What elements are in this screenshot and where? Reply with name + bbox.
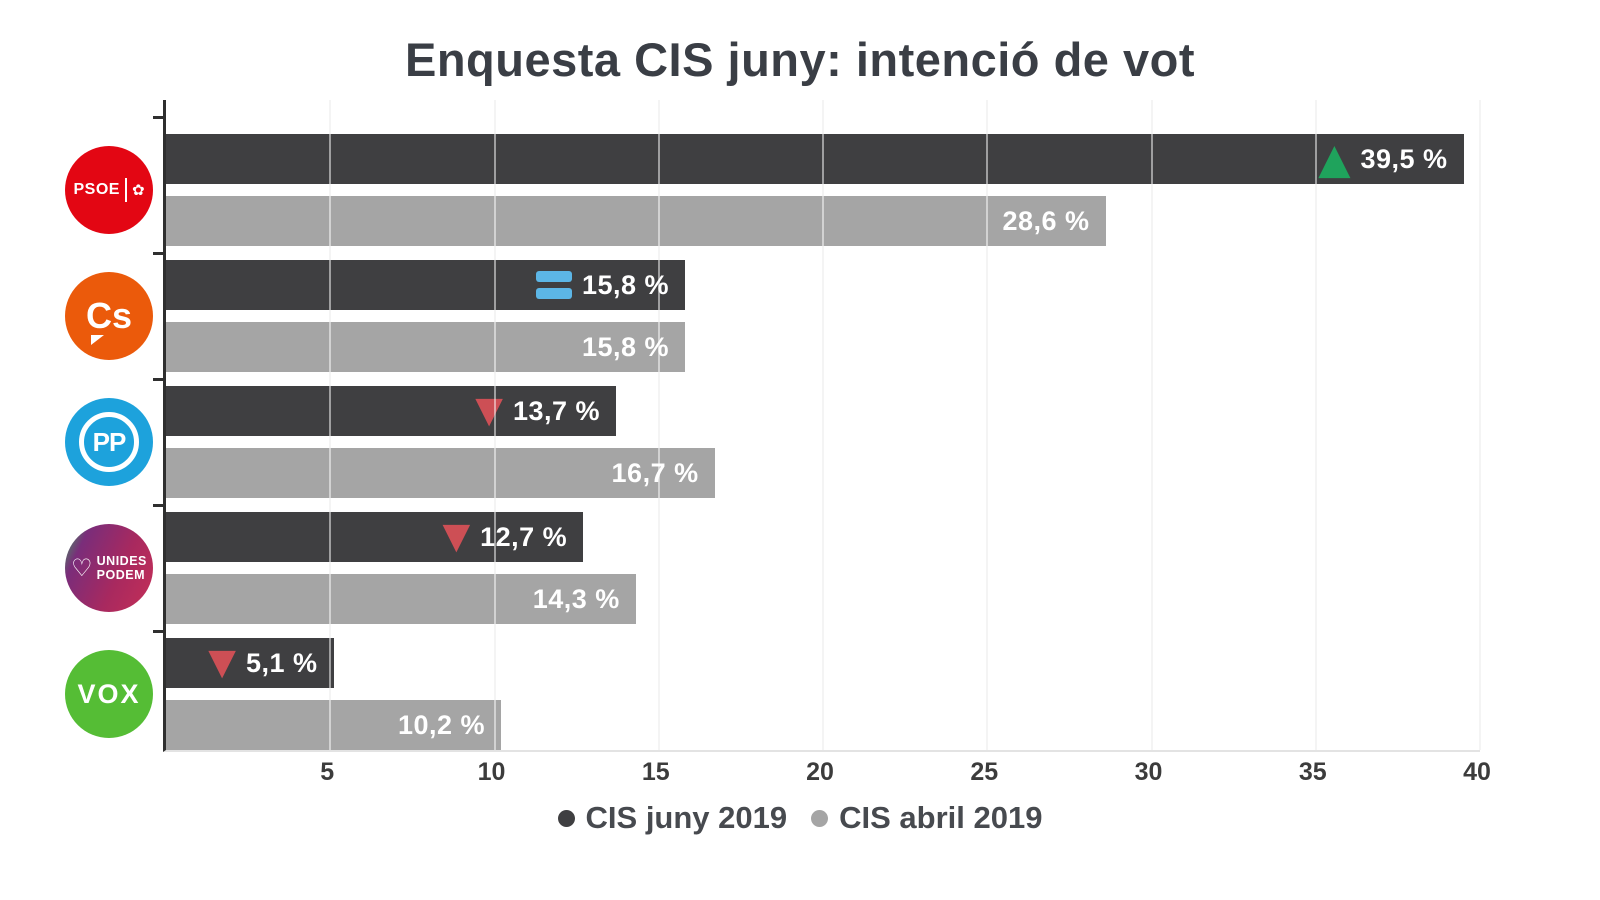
x-axis-tick-label: 40 [1463, 758, 1491, 786]
vox-logo-label: VOX [77, 678, 141, 709]
bar-value-label: 12,7 % [480, 521, 568, 552]
bar-value-label: 39,5 % [1360, 143, 1448, 174]
bar-value-label: 16,7 % [611, 457, 699, 488]
psoe-logo-divider [124, 178, 127, 202]
legend-bullet-dark [557, 809, 575, 827]
party-group-pp: PP ▼ 13,7 % 16,7 % [65, 386, 1480, 498]
party-group-vox: VOX ▼ 5,1 % 10,2 % [65, 638, 1480, 750]
x-axis-tick-label: 25 [970, 758, 999, 786]
x-axis-tick-label: 10 [477, 758, 506, 786]
party-group-psoe: PSOE ✿ ▲ 39,5 % 28,6 % [65, 134, 1480, 246]
party-logo-pp: PP [65, 398, 153, 486]
bar-cis-abril-psoe: 28,6 % [166, 196, 1106, 246]
legend: CIS juny 2019 CIS abril 2019 [0, 800, 1600, 836]
x-axis-tick-label: 20 [806, 758, 834, 786]
party-group-cs: Cs 15,8 % 15,8 % [65, 260, 1480, 372]
rose-icon: ✿ [131, 182, 145, 199]
equal-trend-icon [535, 271, 572, 299]
bar-cis-juny-cs: 15,8 % [166, 260, 686, 310]
bar-cis-abril-vox: 10,2 % [166, 700, 502, 750]
equal-bar [535, 271, 572, 282]
unides-podem-logo-content: ♡ UNIDES PODEM [71, 554, 147, 583]
bar-cis-abril-cs: 15,8 % [166, 322, 686, 372]
y-axis-tick [153, 116, 163, 119]
cs-flag-icon [91, 335, 104, 345]
x-axis-tick-label: 30 [1134, 758, 1163, 786]
legend-label-cis-abril: CIS abril 2019 [839, 800, 1043, 835]
party-logo-psoe: PSOE ✿ [65, 146, 153, 234]
party-logo-unides-podem: ♡ UNIDES PODEM [65, 524, 153, 612]
x-axis-tick-label: 15 [641, 758, 670, 786]
unides-podem-logo-line: PODEM [96, 568, 145, 582]
pp-logo-label: PP [92, 426, 127, 457]
bar-cis-juny-vox: ▼ 5,1 % [166, 638, 334, 688]
bar-value-label: 10,2 % [398, 709, 486, 740]
bar-value-label: 28,6 % [1002, 205, 1090, 236]
bar-cis-abril-unides-podem: 14,3 % [166, 574, 636, 624]
party-logo-cs: Cs [65, 272, 153, 360]
trend-up-icon: ▲ [1318, 134, 1351, 183]
bar-value-label: 14,3 % [532, 583, 620, 614]
plot-area: PSOE ✿ ▲ 39,5 % 28,6 % Cs 15,8 % 15,8 % PP ▼ 13,7 … [65, 100, 1481, 752]
bar-cis-juny-pp: ▼ 13,7 % [166, 386, 617, 436]
bar-value-label: 13,7 % [512, 395, 601, 426]
trend-down-icon: ▼ [475, 390, 503, 431]
heart-icon: ♡ [71, 554, 93, 582]
psoe-logo-label: PSOE [73, 181, 120, 198]
party-logo-vox: VOX [65, 650, 153, 738]
party-group-unides-podem: ♡ UNIDES PODEM ▼ 12,7 % 14,3 % [65, 512, 1480, 624]
equal-bar [535, 288, 572, 299]
bar-rows: PSOE ✿ ▲ 39,5 % 28,6 % Cs 15,8 % 15,8 % PP ▼ 13,7 … [65, 100, 1480, 750]
y-axis-tick [153, 378, 163, 381]
x-axis-tick-label: 5 [320, 758, 335, 786]
x-axis-tick-label: 35 [1298, 758, 1327, 786]
unides-podem-logo-lines: UNIDES PODEM [97, 554, 147, 583]
bar-cis-juny-unides-podem: ▼ 12,7 % [166, 512, 584, 562]
x-axis-labels: 5 10 15 20 25 30 35 40 [163, 758, 1491, 790]
legend-label-cis-juny: CIS juny 2019 [585, 800, 788, 835]
y-axis-tick [153, 252, 163, 255]
bar-value-label: 15,8 % [581, 331, 670, 362]
y-axis-tick [153, 630, 163, 633]
cs-logo-label: Cs [85, 295, 133, 336]
unides-podem-logo-line: UNIDES [96, 553, 147, 568]
legend-item-cis-abril: CIS abril 2019 [811, 800, 1042, 836]
bar-value-label: 5,1 % [245, 647, 318, 678]
bar-cis-juny-psoe: ▲ 39,5 % [166, 134, 1464, 184]
y-axis-tick [153, 504, 163, 507]
bar-cis-abril-pp: 16,7 % [166, 448, 715, 498]
chart-title: Enquesta CIS juny: intenció de vot [405, 33, 1195, 86]
psoe-logo-content: PSOE ✿ [73, 178, 145, 202]
legend-item-cis-juny: CIS juny 2019 [557, 800, 788, 836]
legend-bullet-gray [811, 809, 829, 827]
pp-logo-ring: PP [79, 412, 139, 472]
trend-down-icon: ▼ [442, 516, 471, 557]
bar-value-label: 15,8 % [581, 269, 670, 300]
trend-down-icon: ▼ [208, 642, 236, 683]
